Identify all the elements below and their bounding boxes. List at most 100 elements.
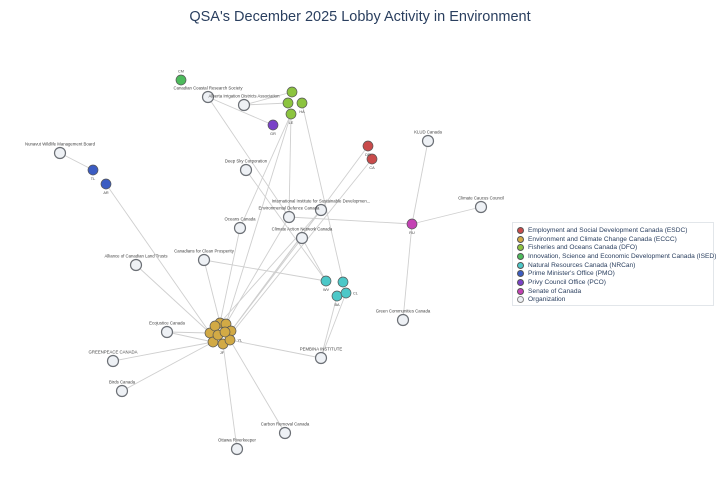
node-crc[interactable]: [278, 426, 292, 440]
legend-item-dfo[interactable]: Fisheries and Oceans Canada (DFO): [517, 243, 709, 252]
node-label: Climate Action Network Canada: [272, 227, 333, 232]
edge: [225, 216, 290, 325]
edge: [203, 259, 327, 282]
node-pmo1[interactable]: [87, 164, 99, 176]
legend-item-nrcan[interactable]: Natural Resources Canada (NRCan): [517, 261, 709, 270]
node-label: RU: [409, 231, 415, 235]
node-label: Environmental Defence Canada: [259, 206, 321, 211]
node-label: Birds Canada: [109, 380, 136, 385]
node-pmo2[interactable]: [100, 178, 112, 190]
node-ork[interactable]: [230, 442, 244, 456]
node-aclt[interactable]: [129, 258, 143, 272]
legend-swatch: [517, 296, 524, 304]
node-esdc2[interactable]: [366, 153, 378, 165]
edge: [243, 91, 293, 106]
node-label: HA: [299, 110, 305, 114]
edge: [207, 96, 274, 126]
legend-label: Employment and Social Development Canada…: [528, 226, 688, 234]
legend-item-esdc[interactable]: Employment and Social Development Canada…: [517, 226, 709, 235]
legend-swatch: [517, 252, 524, 260]
node-edc[interactable]: [282, 210, 296, 224]
edge: [288, 216, 413, 225]
edge: [229, 339, 286, 434]
node-label: Canadians for Clean Prosperity: [174, 249, 235, 254]
node-label: LE: [289, 121, 294, 125]
edge: [222, 158, 373, 345]
node-ec10[interactable]: [219, 326, 231, 338]
node-aida[interactable]: [237, 98, 251, 112]
node-pembina[interactable]: [314, 351, 328, 365]
node-eco[interactable]: [160, 325, 174, 339]
node-nwmb[interactable]: [53, 146, 67, 160]
legend-swatch: [517, 244, 524, 252]
node-ccp[interactable]: [197, 253, 211, 267]
node-label: CM: [178, 70, 184, 74]
edge: [411, 206, 482, 225]
node-ec7[interactable]: [209, 320, 221, 332]
node-label: Green Communities Canada: [376, 309, 431, 314]
node-iisd[interactable]: [314, 203, 328, 217]
legend-item-pco[interactable]: Privy Council Office (PCO): [517, 278, 709, 287]
legend-label: Privy Council Office (PCO): [528, 278, 606, 286]
legend-label: Organization: [528, 296, 566, 304]
edge: [288, 113, 292, 218]
node-deepsky[interactable]: [239, 163, 253, 177]
legend-item-pmo[interactable]: Prime Minister's Office (PMO): [517, 269, 709, 278]
node-dfo3[interactable]: [296, 97, 308, 109]
node-oceans[interactable]: [233, 221, 247, 235]
legend-item-eccc[interactable]: Environment and Climate Change Canada (E…: [517, 235, 709, 244]
node-klud[interactable]: [421, 134, 435, 148]
node-label: KLUD Canada: [414, 130, 442, 135]
node-label: GR: [270, 132, 276, 136]
node-can[interactable]: [295, 231, 309, 245]
edge: [222, 343, 238, 450]
node-label: Climate Caucus Council: [458, 196, 504, 201]
legend-label: Environment and Climate Change Canada (E…: [528, 235, 677, 243]
node-esdc1[interactable]: [362, 140, 374, 152]
node-label: JF: [220, 351, 225, 355]
node-pco1[interactable]: [267, 119, 279, 131]
node-nr2[interactable]: [337, 276, 349, 288]
edge: [203, 259, 221, 324]
legend-label: Senate of Canada: [528, 287, 582, 295]
chart-title: QSA's December 2025 Lobby Activity in En…: [189, 9, 531, 25]
node-dfo2[interactable]: [282, 97, 294, 109]
node-label: CA: [369, 166, 375, 170]
edge: [225, 113, 292, 325]
node-nr4[interactable]: [340, 287, 352, 299]
node-label: Carbon Removal Canada: [261, 422, 310, 427]
node-ccc[interactable]: [474, 200, 488, 214]
edge: [243, 102, 289, 106]
node-dfo4[interactable]: [285, 108, 297, 120]
edge: [112, 341, 214, 362]
node-gp[interactable]: [106, 354, 120, 368]
edge: [411, 140, 429, 225]
legend-item-ised[interactable]: Innovation, Science and Economic Develop…: [517, 252, 716, 261]
node-ccrs[interactable]: [201, 90, 215, 104]
legend-item-org[interactable]: Organization: [517, 296, 709, 305]
node-label: AR: [103, 191, 109, 195]
node-ec6[interactable]: [224, 334, 236, 346]
node-sen1[interactable]: [406, 218, 418, 230]
legend-item-senate[interactable]: Senate of Canada: [517, 287, 709, 296]
node-nr3[interactable]: [331, 290, 343, 302]
edge: [135, 264, 211, 334]
node-label: Alberta Irrigation Districts Association: [209, 94, 281, 99]
edge: [219, 209, 322, 324]
node-gcc[interactable]: [396, 313, 410, 327]
edge: [239, 113, 292, 229]
edge: [402, 223, 413, 321]
node-dfo1[interactable]: [286, 86, 298, 98]
legend-label: Natural Resources Canada (NRCan): [528, 261, 636, 269]
node-label: Canadian Coastal Research Society: [173, 86, 243, 91]
edge: [219, 227, 241, 324]
node-label: CL: [353, 292, 358, 296]
edge: [166, 331, 214, 343]
node-label: Deep Sky Corporation: [225, 159, 268, 164]
edge: [59, 152, 94, 171]
node-ised1[interactable]: [175, 74, 187, 86]
edge: [320, 292, 347, 359]
node-nr1[interactable]: [320, 275, 332, 287]
node-birds[interactable]: [115, 384, 129, 398]
